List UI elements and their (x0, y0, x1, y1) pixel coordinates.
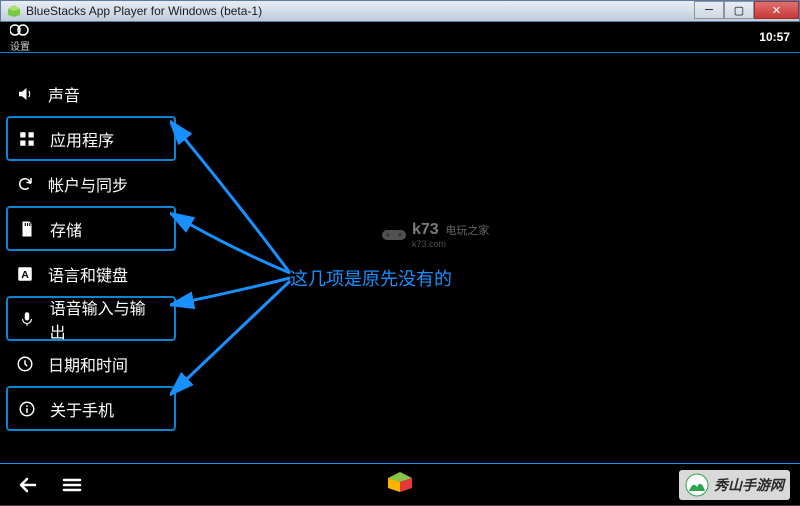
annotation-text: 这几项是原先没有的 (290, 265, 452, 291)
settings-item-label: 声音 (48, 82, 80, 106)
settings-item-mic[interactable]: 语音输入与输出 (6, 296, 176, 341)
close-button[interactable]: ✕ (754, 1, 799, 19)
xiushan-text: 秀山手游网 (714, 475, 784, 495)
settings-item-label: 语言和键盘 (48, 262, 128, 286)
settings-item-label: 存储 (50, 217, 82, 241)
settings-item-apps[interactable]: 应用程序 (6, 116, 176, 161)
settings-item-sync[interactable]: 帐户与同步 (0, 161, 800, 206)
svg-text:A: A (21, 268, 29, 280)
clock-icon (14, 353, 36, 375)
settings-item-info[interactable]: 关于手机 (6, 386, 176, 431)
window-title: BlueStacks App Player for Windows (beta-… (26, 4, 262, 18)
maximize-button[interactable]: ▢ (724, 1, 754, 19)
keyboard-icon: A (14, 263, 36, 285)
settings-panel: 声音应用程序帐户与同步存储 A 语言和键盘语音输入与输出日期和时间关于手机 这几项是… (0, 53, 800, 463)
speaker-icon (14, 83, 36, 105)
window-controls: ─ ▢ ✕ (694, 1, 799, 19)
screen-title: 设置 (10, 38, 30, 53)
settings-item-label: 语音输入与输出 (50, 295, 160, 343)
watermark-k73: k73 电玩之家 k73.com (380, 221, 489, 249)
settings-list: 声音应用程序帐户与同步存储 A 语言和键盘语音输入与输出日期和时间关于手机 (0, 71, 800, 431)
settings-item-label: 日期和时间 (48, 352, 128, 376)
k73-url: k73.com (412, 239, 489, 249)
menu-icon[interactable] (60, 473, 84, 497)
app-topbar: 设置 10:57 (0, 22, 800, 52)
bluestacks-logo-icon (386, 470, 414, 494)
k73-tagline: 电玩之家 (445, 225, 489, 237)
settings-item-speaker[interactable]: 声音 (0, 71, 800, 116)
settings-item-clock[interactable]: 日期和时间 (0, 341, 800, 386)
k73-brand: k73 (412, 221, 439, 238)
gamepad-icon (380, 226, 408, 244)
sdcard-icon (16, 218, 38, 240)
mic-icon (16, 308, 38, 330)
apps-icon (16, 128, 38, 150)
settings-item-label: 帐户与同步 (48, 172, 128, 196)
bluestacks-mini-logo-icon (10, 22, 30, 38)
watermark-xiushan: 秀山手游网 (679, 470, 790, 500)
sync-icon (14, 173, 36, 195)
home-button[interactable] (386, 470, 414, 499)
settings-item-sdcard[interactable]: 存储 (6, 206, 176, 251)
back-icon[interactable] (16, 473, 40, 497)
window-titlebar: BlueStacks App Player for Windows (beta-… (0, 0, 800, 22)
settings-item-label: 关于手机 (50, 397, 114, 421)
xiushan-logo-icon (685, 473, 709, 497)
settings-item-label: 应用程序 (50, 127, 114, 151)
minimize-button[interactable]: ─ (694, 1, 724, 19)
app-icon (7, 4, 21, 18)
info-icon (16, 398, 38, 420)
status-clock: 10:57 (759, 30, 790, 44)
